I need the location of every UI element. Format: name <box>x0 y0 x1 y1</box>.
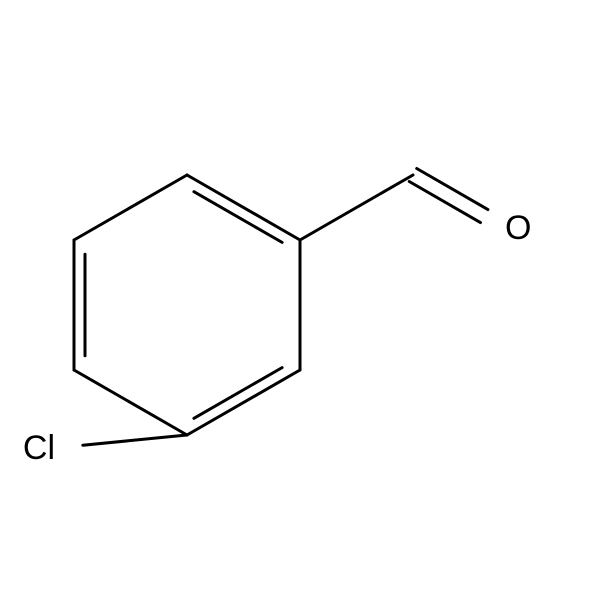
bond-line <box>417 169 488 210</box>
bond-line <box>187 370 300 435</box>
bond-line <box>194 368 282 419</box>
bond-line <box>187 175 300 240</box>
chemical-structure-diagram: O Cl <box>0 0 600 600</box>
bond-line <box>83 435 187 445</box>
bond-line <box>74 175 187 240</box>
bond-line <box>409 181 480 222</box>
bond-line <box>194 192 282 243</box>
atom-label-cl: Cl <box>23 429 55 467</box>
bond-line <box>300 175 413 240</box>
atom-label-o: O <box>505 209 531 247</box>
bond-line <box>74 370 187 435</box>
